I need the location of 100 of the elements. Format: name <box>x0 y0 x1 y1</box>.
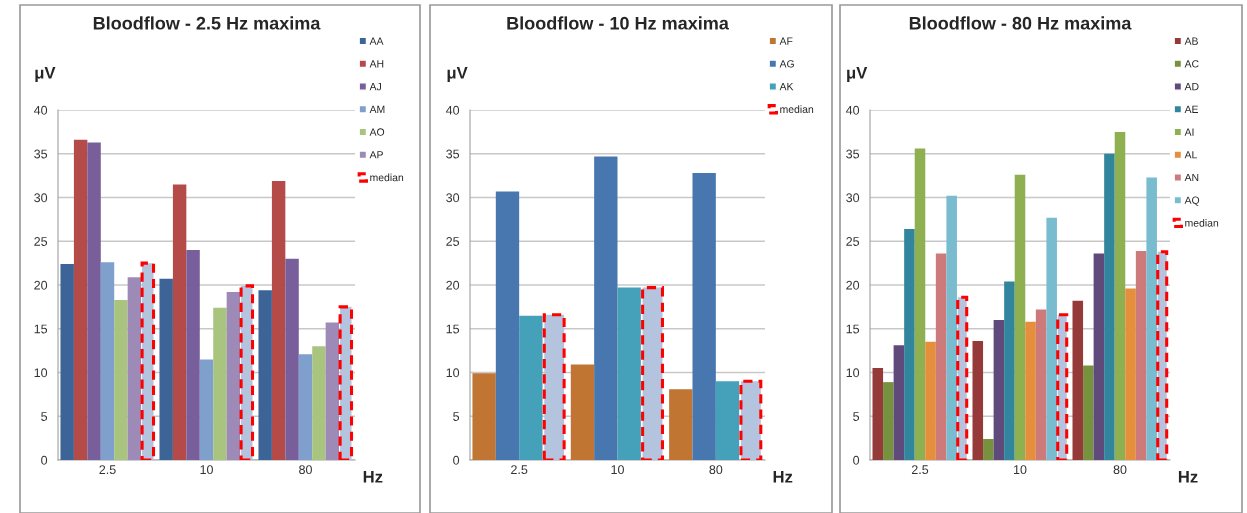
y-axis-title: μV <box>447 67 468 82</box>
y-tick-label: 5 <box>41 412 48 421</box>
y-tick-label: 0 <box>41 455 48 465</box>
bar <box>114 299 128 460</box>
bar <box>925 341 936 460</box>
bar <box>946 195 957 460</box>
legend-label: AI <box>1184 128 1194 136</box>
bar <box>199 359 214 460</box>
y-tick-label: 20 <box>846 280 860 290</box>
y-tick-label: 25 <box>34 237 48 246</box>
bar <box>993 320 1005 460</box>
y-tick-label: 15 <box>846 324 860 334</box>
chart-title: Bloodflow - 10 Hz maxima <box>507 16 729 30</box>
y-tick-label: 5 <box>453 412 460 421</box>
y-tick-label: 35 <box>446 149 460 159</box>
bar <box>60 264 74 460</box>
x-tick-label: 80 <box>1113 465 1127 475</box>
x-axis-title: Hz <box>773 471 793 483</box>
legend-label: median <box>1185 219 1219 227</box>
bar <box>73 139 88 460</box>
x-axis-title: Hz <box>1178 471 1198 483</box>
bar <box>325 322 340 460</box>
y-tick-label: 20 <box>34 280 48 290</box>
y-tick-label: 40 <box>845 105 860 115</box>
bar <box>1046 217 1057 460</box>
legend-label: AH <box>369 60 384 68</box>
bar <box>298 354 313 460</box>
y-tick-label: 10 <box>846 368 860 378</box>
bar <box>1004 281 1015 460</box>
bar <box>100 262 115 460</box>
bar <box>1104 153 1115 460</box>
bar <box>617 287 641 460</box>
y-tick-label: 10 <box>34 368 48 378</box>
bar <box>669 389 693 460</box>
y-tick-label: 25 <box>446 237 460 246</box>
y-tick-label: 30 <box>34 193 48 203</box>
bar <box>159 278 173 460</box>
y-tick-label: 30 <box>846 193 860 203</box>
bar <box>172 184 187 460</box>
bar <box>872 368 884 460</box>
legend-label: AG <box>779 60 794 68</box>
bar <box>87 142 101 460</box>
bar <box>983 439 994 460</box>
bar <box>127 277 142 460</box>
legend-label: AD <box>1184 83 1199 91</box>
bar <box>1125 288 1136 460</box>
legend-label: AN <box>1184 173 1199 182</box>
x-tick-label: 80 <box>299 465 312 475</box>
bar <box>1083 365 1094 460</box>
legend-label: AC <box>1184 60 1199 68</box>
bar <box>258 290 272 460</box>
legend-label: AA <box>369 37 384 45</box>
bar <box>213 307 227 460</box>
bar <box>914 148 926 460</box>
bar <box>285 258 299 460</box>
y-tick-label: 20 <box>446 280 460 290</box>
bar <box>226 292 241 460</box>
bar <box>1093 253 1105 460</box>
y-tick-label: 30 <box>446 193 460 203</box>
y-tick-label: 35 <box>34 149 48 159</box>
bar <box>1146 177 1157 460</box>
legend-label: AL <box>1184 151 1197 159</box>
bar <box>904 229 915 460</box>
bar <box>472 373 496 460</box>
y-tick-label: 0 <box>453 455 460 465</box>
y-tick-label: 0 <box>853 455 860 465</box>
legend-label: AK <box>779 83 794 91</box>
y-tick-label: 15 <box>446 324 460 334</box>
bar <box>1114 131 1126 460</box>
x-tick-label: 10 <box>611 465 624 475</box>
legend-label: median <box>780 105 814 114</box>
bar <box>715 381 740 460</box>
legend-label: AE <box>1184 105 1199 113</box>
bar <box>1025 321 1036 460</box>
bar <box>893 345 905 460</box>
legend-label: median <box>370 173 404 182</box>
x-tick-label: 2.5 <box>911 465 929 475</box>
bar <box>570 364 595 460</box>
bar <box>495 191 520 460</box>
y-tick-label: 10 <box>446 368 460 378</box>
legend-label: AO <box>369 128 385 136</box>
y-tick-label: 35 <box>846 149 860 159</box>
y-tick-label: 40 <box>33 105 48 115</box>
x-tick-label: 2.5 <box>99 465 116 475</box>
bar <box>1035 309 1047 460</box>
y-tick-label: 25 <box>846 237 860 246</box>
y-tick-label: 15 <box>34 324 48 334</box>
bar <box>312 346 326 460</box>
bar <box>883 382 894 460</box>
bar <box>692 173 716 460</box>
chart-title: Bloodflow - 2.5 Hz maxima <box>93 16 321 30</box>
y-axis-title: μV <box>35 67 56 82</box>
legend-label: AB <box>1184 37 1198 45</box>
bar <box>519 315 543 460</box>
bar <box>271 180 286 460</box>
legend-label: AM <box>369 105 385 113</box>
bar <box>1072 300 1084 460</box>
bar <box>935 253 947 460</box>
bar <box>972 341 984 460</box>
x-tick-label: 2.5 <box>511 465 528 475</box>
